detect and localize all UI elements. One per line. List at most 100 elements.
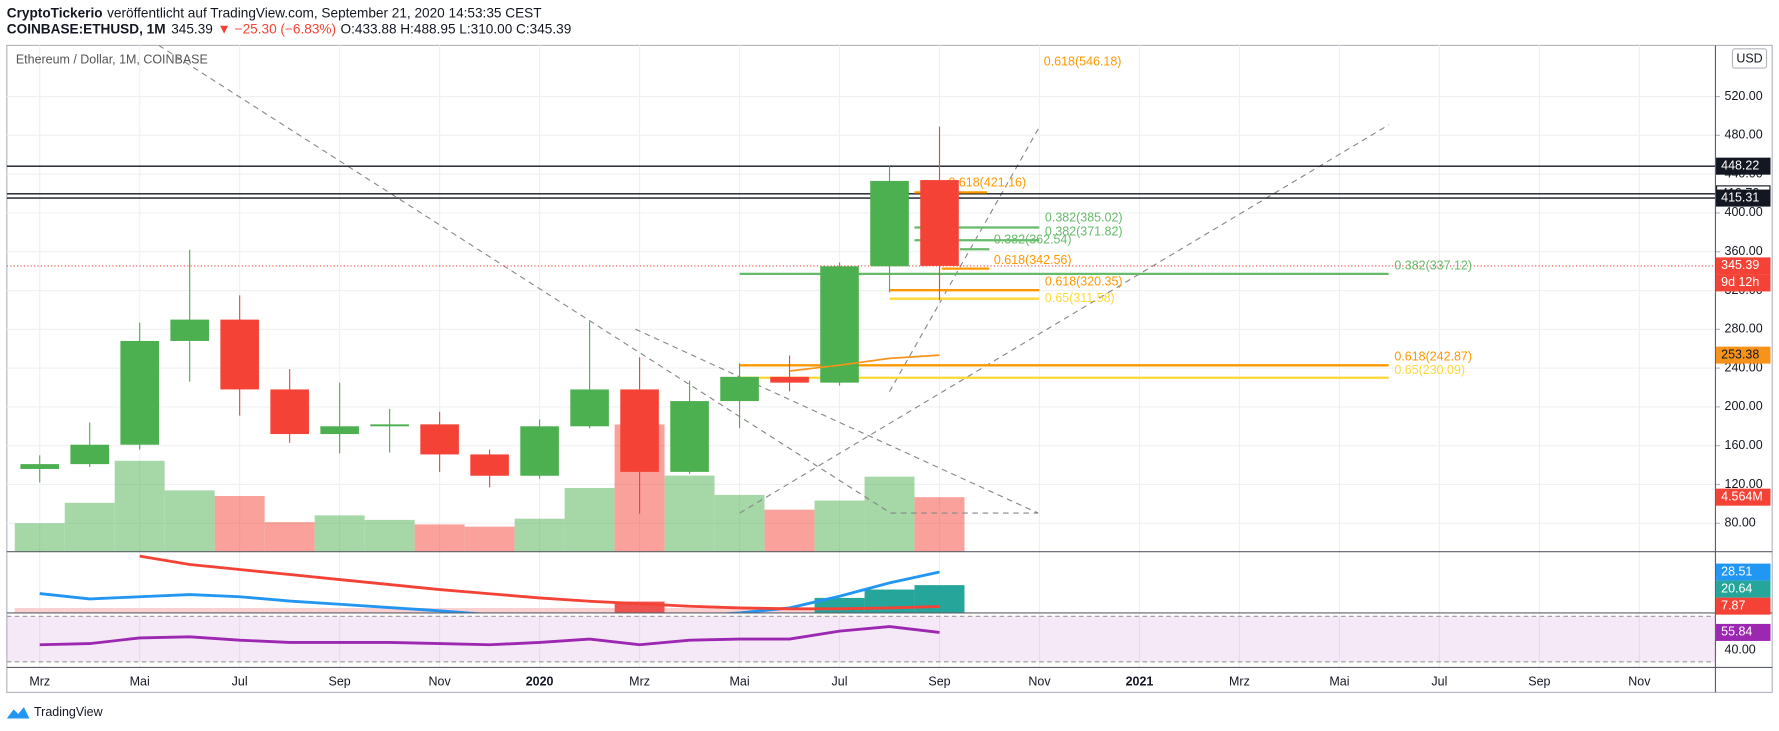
trendline	[635, 328, 1039, 514]
candle-body	[570, 389, 609, 427]
moving-average	[789, 354, 940, 372]
volume-bar	[664, 475, 715, 552]
volume-bar	[464, 526, 515, 552]
volume-bar	[164, 490, 215, 552]
candle-body	[420, 424, 459, 455]
indicator-label-box	[1716, 580, 1771, 598]
rsi-band	[6, 616, 1716, 662]
histogram-bar	[664, 607, 715, 613]
y-tick-label: 240.00	[1725, 360, 1763, 374]
x-tick-label: Mai	[1329, 674, 1349, 688]
rsi-line	[39, 625, 940, 647]
last: 345.39	[171, 21, 213, 36]
histogram-bar	[364, 607, 415, 613]
symbol: COINBASE:ETHUSD, 1M	[7, 21, 166, 36]
x-tick-label: Jul	[232, 674, 248, 688]
y-tick-label: 280.00	[1725, 322, 1763, 336]
x-tick-label: 2020	[526, 674, 554, 688]
indicator-label-box	[1716, 597, 1771, 615]
histogram-bar	[164, 607, 215, 613]
x-tick-label: Jul	[832, 674, 848, 688]
symbol-line: COINBASE:ETHUSD, 1M 345.39 ▼ −25.30 (−6.83…	[7, 21, 571, 36]
level-label-box	[1716, 189, 1771, 207]
candle-body	[620, 389, 659, 472]
x-tick-label: Nov	[429, 674, 452, 688]
x-tick-label: Sep	[928, 674, 950, 688]
footer-logo	[6, 707, 30, 719]
indicator-pane	[14, 554, 965, 613]
volume-bar	[814, 500, 865, 552]
fib-label: 0.382(385.02)	[1045, 211, 1123, 225]
fib-label: 0.618(421.16)	[948, 176, 1026, 190]
header-line: CryptoTickerio veröffentlicht auf Trading…	[7, 5, 542, 20]
y-tick-label: 520.00	[1725, 89, 1763, 103]
fib-label: 0.382(362.54)	[994, 232, 1072, 246]
volume-bar	[764, 509, 815, 552]
volume-bar	[414, 524, 465, 552]
indicator-label-box	[1716, 563, 1771, 581]
fib-label: 0.618(342.56)	[994, 253, 1072, 267]
candle-body	[220, 319, 259, 390]
axes: Mrz Mai Jul Sep Nov 2020 Mrz Mai Jul Sep Nov 2021 Mr…	[6, 45, 1773, 693]
countdown-label: 9d 12h	[1721, 275, 1759, 289]
volume-bar	[214, 496, 265, 552]
frame	[6, 44, 1773, 693]
candle-body	[20, 464, 59, 469]
histogram-bar	[114, 607, 165, 613]
indicator-line	[139, 554, 940, 611]
histogram-bar	[914, 585, 965, 613]
fib-label: 0.382(371.82)	[1045, 225, 1123, 239]
volume-bar	[114, 460, 165, 552]
volume-bar	[914, 497, 965, 552]
fib-label: 0.382(337.12)	[1394, 258, 1472, 272]
trendline	[739, 124, 1390, 514]
chart-title: Ethereum / Dollar, 1M, COINBASE	[16, 52, 208, 66]
change: ▼ −25.30 (−6.83%)	[217, 21, 336, 36]
histogram-bar	[64, 607, 115, 613]
currency-button[interactable]	[1731, 48, 1768, 69]
y-tick-label: 80.00	[1725, 516, 1756, 530]
grid	[6, 45, 1716, 668]
histogram-bar	[614, 601, 665, 613]
histogram-bar	[514, 607, 565, 613]
x-tick-label: Mrz	[629, 674, 650, 688]
volume-bar	[14, 523, 65, 552]
y-tick-label: 400.00	[1725, 205, 1763, 219]
candle-body	[270, 389, 309, 435]
volume-label-box	[1716, 488, 1771, 506]
ma-label: 253.38	[1721, 347, 1759, 361]
volume-bar	[264, 522, 315, 552]
candle-body	[70, 444, 109, 465]
candle-body	[320, 426, 359, 435]
x-tick-label: Jul	[1431, 674, 1447, 688]
x-tick-label: Nov	[1028, 674, 1051, 688]
candle-body	[520, 426, 559, 476]
x-tick-label: Sep	[1528, 674, 1550, 688]
histogram-bar	[14, 607, 65, 613]
volume-bar	[364, 519, 415, 552]
rsi-label: 55.84	[1721, 625, 1752, 639]
volume-bar	[864, 476, 915, 552]
y-tick-label: 200.00	[1725, 399, 1763, 413]
published: veröffentlicht auf TradingView.com, Sept…	[107, 5, 541, 20]
candle-body	[720, 376, 759, 402]
y-tick-label: 480.00	[1725, 128, 1763, 142]
histogram-bar	[264, 607, 315, 613]
fib-label: 0.65(311.58)	[1045, 291, 1115, 305]
histogram-bar	[764, 607, 815, 613]
histogram-bar	[214, 607, 265, 613]
indicator-label: 20.64	[1721, 581, 1752, 595]
ma-label-box	[1716, 346, 1771, 364]
fib-label: 0.65(230.09)	[1394, 363, 1465, 377]
fib-label: 0.618(242.87)	[1394, 350, 1472, 364]
indicator-label: 7.87	[1721, 598, 1745, 612]
x-tick-label: Nov	[1628, 674, 1651, 688]
level-label: 448.22	[1721, 158, 1759, 172]
level-label-box	[1716, 157, 1771, 175]
candle-body	[470, 454, 509, 476]
indicator-label: 28.51	[1721, 564, 1752, 578]
candle-body	[920, 180, 959, 266]
candle-body	[770, 376, 809, 383]
x-tick-label: Mai	[130, 674, 150, 688]
